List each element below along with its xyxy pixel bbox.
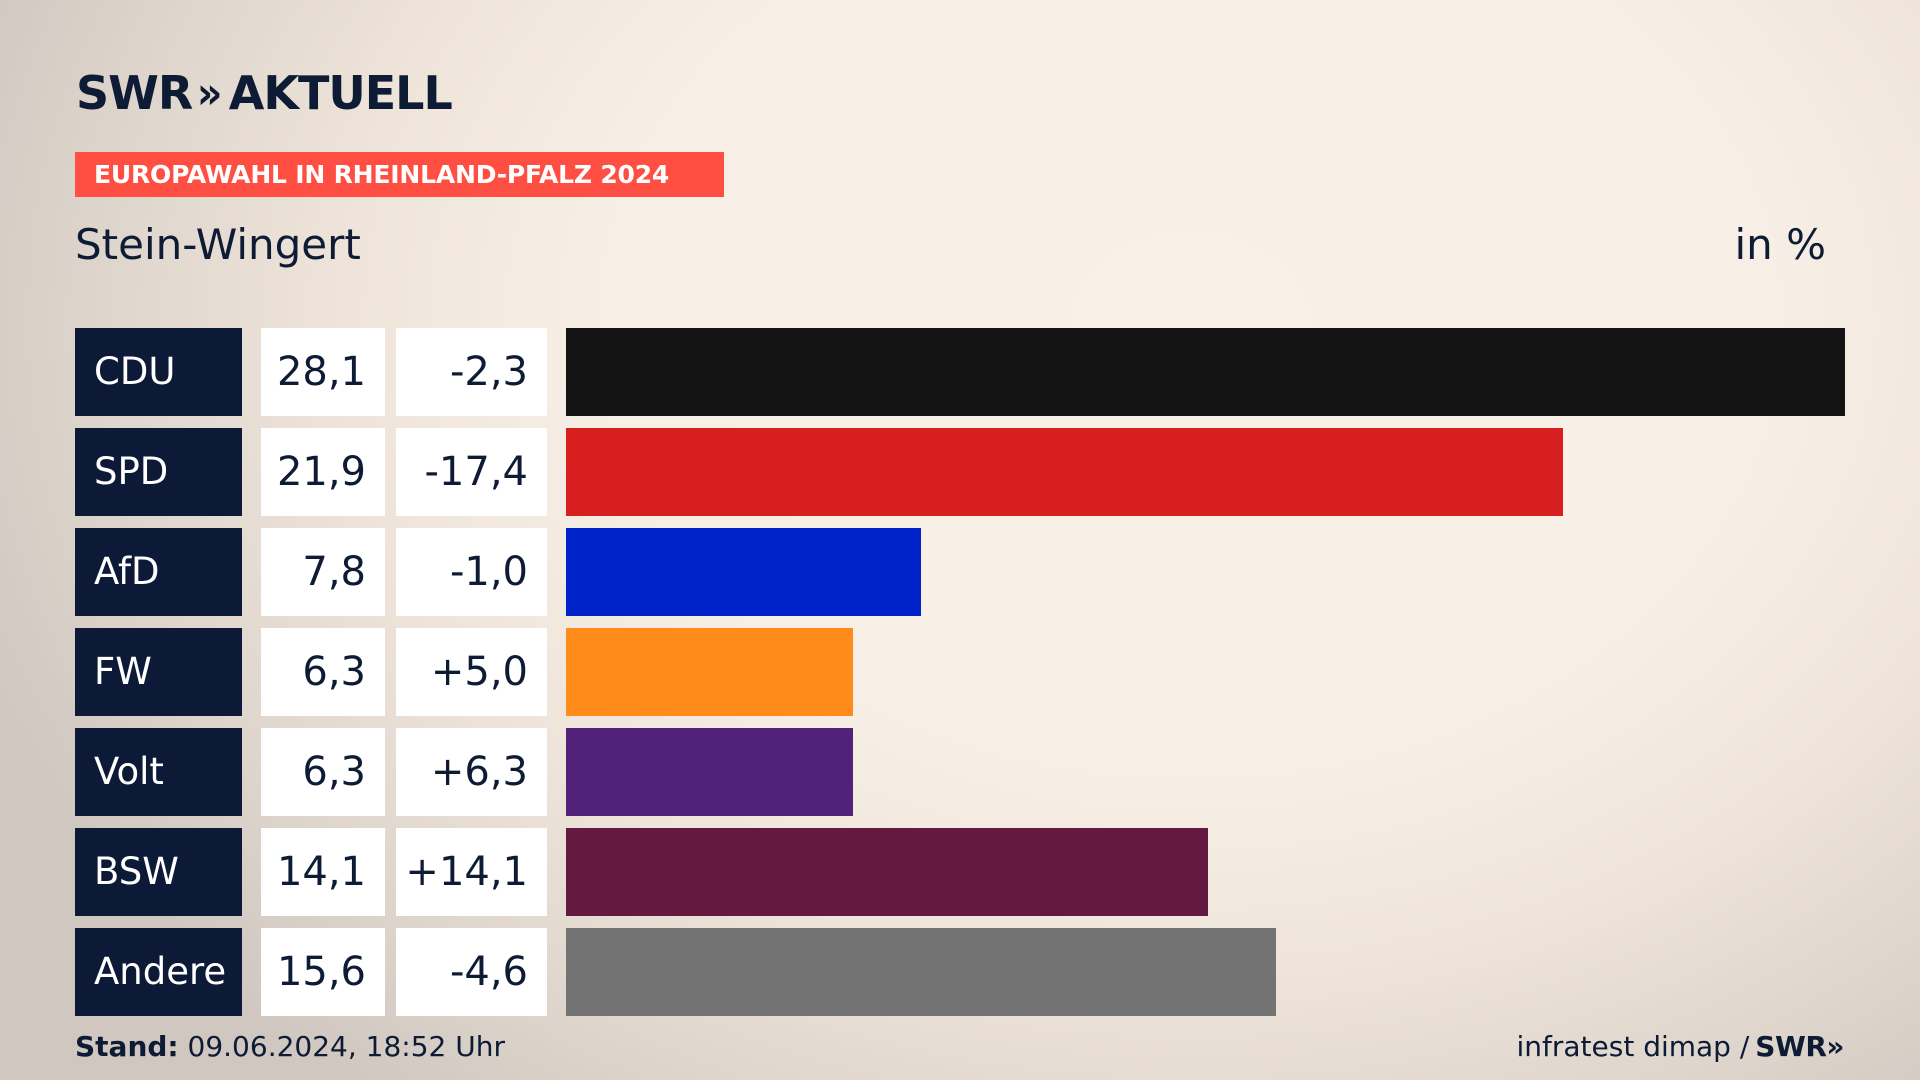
stand-value: 09.06.2024, 18:52 Uhr: [187, 1030, 505, 1063]
source-text: infratest dimap /: [1516, 1030, 1750, 1063]
logo-section-text: AKTUELL: [228, 66, 453, 120]
location-title: Stein-Wingert: [75, 220, 361, 269]
party-label: SPD: [75, 428, 242, 516]
change-value: -4,6: [396, 928, 547, 1016]
result-bar: [566, 528, 921, 616]
result-bar: [566, 928, 1276, 1016]
change-value: -1,0: [396, 528, 547, 616]
result-row: SPD 21,9 -17,4: [75, 428, 1845, 516]
stand-label: Stand:: [75, 1030, 179, 1063]
swr-small-logo: SWR»: [1755, 1030, 1844, 1063]
party-label: FW: [75, 628, 242, 716]
party-label: AfD: [75, 528, 242, 616]
change-value: +14,1: [396, 828, 547, 916]
vote-share-value: 15,6: [261, 928, 385, 1016]
vote-share-value: 28,1: [261, 328, 385, 416]
election-badge: EUROPAWAHL IN RHEINLAND-PFALZ 2024: [75, 152, 724, 197]
change-value: -17,4: [396, 428, 547, 516]
result-bar: [566, 828, 1208, 916]
change-value: -2,3: [396, 328, 547, 416]
change-value: +6,3: [396, 728, 547, 816]
swr-aktuell-logo: SWR » AKTUELL: [76, 66, 453, 120]
party-label: Volt: [75, 728, 242, 816]
result-row: CDU 28,1 -2,3: [75, 328, 1845, 416]
result-row: AfD 7,8 -1,0: [75, 528, 1845, 616]
result-bar: [566, 428, 1563, 516]
party-label: Andere: [75, 928, 242, 1016]
party-label: BSW: [75, 828, 242, 916]
result-row: FW 6,3 +5,0: [75, 628, 1845, 716]
result-row: Andere 15,6 -4,6: [75, 928, 1845, 1016]
timestamp: Stand: 09.06.2024, 18:52 Uhr: [75, 1030, 505, 1063]
result-bar: [566, 728, 853, 816]
result-row: Volt 6,3 +6,3: [75, 728, 1845, 816]
party-label: CDU: [75, 328, 242, 416]
result-row: BSW 14,1 +14,1: [75, 828, 1845, 916]
vote-share-value: 6,3: [261, 728, 385, 816]
vote-share-value: 7,8: [261, 528, 385, 616]
result-bar: [566, 628, 853, 716]
vote-share-value: 6,3: [261, 628, 385, 716]
vote-share-value: 21,9: [261, 428, 385, 516]
vote-share-value: 14,1: [261, 828, 385, 916]
source-credit: infratest dimap / SWR»: [1516, 1030, 1844, 1063]
result-bar: [566, 328, 1845, 416]
logo-swr-text: SWR: [76, 66, 193, 120]
logo-chevron-icon: »: [197, 67, 223, 119]
unit-label: in %: [1734, 220, 1826, 269]
change-value: +5,0: [396, 628, 547, 716]
